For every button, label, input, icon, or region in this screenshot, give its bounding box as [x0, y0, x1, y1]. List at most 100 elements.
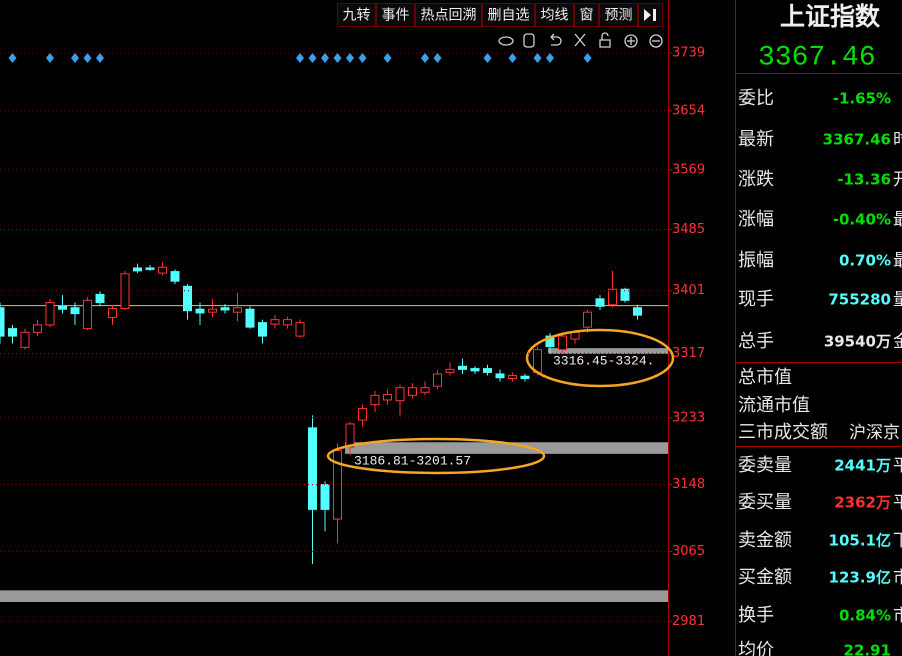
toolbar-button[interactable]	[599, 3, 638, 27]
candle-body	[308, 427, 317, 510]
row-value: 2441万	[834, 457, 891, 475]
scissors-icon[interactable]	[574, 33, 586, 47]
signal-marker	[433, 53, 442, 63]
y-tick-label: 3569	[672, 162, 705, 177]
y-tick-label: 3485	[672, 222, 705, 237]
row-label: 最新	[738, 129, 774, 150]
row-label: 买金额	[738, 567, 792, 588]
zone-bar	[0, 590, 668, 602]
chart-tools	[498, 32, 663, 48]
candle-body	[258, 322, 267, 337]
zone-label: 3186.81-3201.57	[354, 453, 471, 468]
candle-body	[208, 308, 217, 313]
eye-icon[interactable]	[498, 36, 514, 46]
candle-body	[108, 307, 117, 318]
candle-body	[383, 394, 392, 401]
row-value: 沪深京	[849, 423, 900, 443]
row-value: 0.84%	[839, 607, 891, 625]
candle-body	[45, 302, 55, 326]
candle-body	[595, 298, 605, 307]
candle-body	[283, 319, 292, 326]
zoom-in-icon[interactable]	[624, 34, 638, 48]
row-cut-label: 平	[893, 493, 902, 513]
toolbar-button[interactable]	[415, 3, 482, 27]
row-cut-label: 金	[893, 332, 902, 352]
toolbar-label: 删自选	[488, 8, 530, 24]
candle-body	[58, 305, 67, 310]
signal-marker	[583, 53, 592, 63]
candle-body	[408, 387, 417, 396]
toolbar-button[interactable]	[482, 3, 535, 27]
candle-body	[483, 368, 492, 373]
row-value: -1.65%	[833, 90, 891, 108]
row-cut-label: 量	[893, 290, 902, 310]
candle-body	[245, 308, 255, 328]
row-value: 105.1亿	[829, 532, 891, 550]
highlight-ellipse	[326, 437, 546, 475]
candle-body	[433, 373, 442, 387]
candle-body	[183, 285, 192, 312]
row-value: 39540万	[824, 333, 891, 351]
y-tick-label: 3317	[672, 346, 705, 361]
row-cut-label: 平	[893, 456, 902, 476]
row-value: 3367.46	[823, 131, 891, 149]
row-cut-label: 最	[893, 251, 902, 271]
highlight-ellipse	[525, 328, 675, 388]
candle-body	[133, 267, 142, 272]
signal-marker	[296, 53, 304, 63]
candle-body	[333, 450, 342, 520]
signal-marker	[533, 53, 542, 63]
undo-icon[interactable]	[550, 33, 562, 46]
y-tick-label: 2981	[672, 614, 705, 629]
candle-body	[83, 299, 92, 330]
candle-body	[470, 368, 480, 372]
candle-body	[620, 288, 630, 301]
candle-body	[220, 307, 230, 311]
signal-marker	[8, 53, 17, 63]
y-tick-label: 3739	[672, 46, 705, 61]
zone-bar	[345, 442, 668, 454]
row-label: 涨跌	[738, 169, 774, 190]
candle-body	[195, 308, 205, 314]
lock-icon[interactable]	[599, 32, 611, 48]
y-tick-label: 3654	[672, 103, 705, 118]
row-label: 委比	[738, 88, 774, 109]
toolbar-button[interactable]	[337, 3, 376, 27]
signal-marker	[83, 53, 92, 63]
signal-marker	[308, 53, 317, 63]
index-title: 上证指数	[780, 2, 881, 31]
signal-marker	[508, 53, 517, 63]
y-tick-label: 3401	[672, 283, 705, 298]
row-value: -0.40%	[833, 211, 891, 229]
row-value: 123.9亿	[829, 569, 891, 587]
row-cut-label: 市	[893, 606, 902, 626]
hand-icon[interactable]	[523, 33, 535, 48]
candle-body	[233, 307, 242, 313]
signal-marker	[46, 53, 54, 63]
signal-marker	[546, 53, 554, 63]
toolbar-button[interactable]	[535, 3, 574, 27]
candle-body	[520, 375, 530, 380]
toolbar-label: 热点回溯	[421, 8, 477, 24]
candle-body	[33, 324, 42, 333]
row-label: 振幅	[738, 250, 774, 271]
row-value: 0.70%	[839, 252, 891, 270]
candle-body	[95, 293, 105, 304]
signal-marker	[321, 53, 329, 63]
candle-body	[20, 331, 30, 348]
row-label: 总市值	[738, 367, 792, 388]
zoom-out-icon[interactable]	[649, 34, 663, 48]
candle-body	[8, 328, 17, 337]
toolbar-label: 九转	[343, 8, 371, 24]
signal-marker	[483, 53, 492, 63]
candle-body	[395, 387, 405, 402]
candle-body	[358, 407, 367, 421]
candle-body	[445, 368, 455, 373]
toolbar-button[interactable]	[376, 3, 415, 27]
y-tick-label: 3233	[672, 410, 705, 425]
toolbar-button[interactable]	[574, 3, 599, 27]
zone-bar	[548, 348, 668, 354]
row-cut-label: 市	[893, 568, 902, 588]
row-value: 2362万	[834, 494, 891, 512]
candle-body	[145, 267, 155, 270]
